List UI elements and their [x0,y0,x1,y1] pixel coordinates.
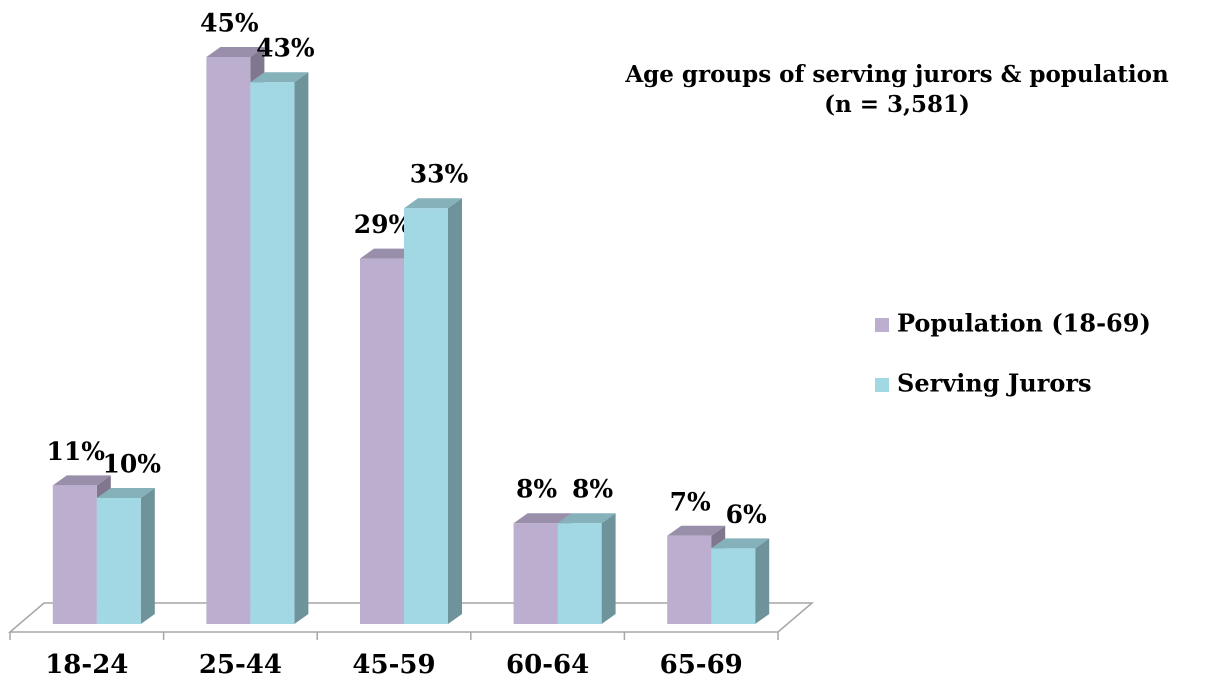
legend-label: Population (18-69) [897,309,1151,338]
legend-label: Serving Jurors [897,369,1092,398]
x-tick-label: 45-59 [352,650,435,680]
bar-top [52,475,111,486]
bar-front [250,82,295,624]
bar-side [601,513,616,624]
bar-top [206,47,265,57]
x-tick-label: 18-24 [45,650,128,680]
data-label: 8% [516,475,557,504]
bar-top [557,513,616,524]
bar [250,72,309,624]
bar-top [250,72,309,83]
bar [404,198,462,624]
chart-subtitle: (n = 3,581) [824,91,970,118]
bar-front [711,548,756,624]
bar-front [667,535,712,624]
bar-top [667,525,726,536]
data-label: 10% [103,450,162,479]
bar [96,488,155,624]
bar-front [557,523,602,624]
data-label: 11% [47,437,106,466]
bar-front [513,523,558,624]
x-tick-label: 65-69 [660,650,743,680]
bar-side [448,198,462,624]
x-tick-label: 25-44 [199,650,282,680]
bar-front [360,258,404,624]
bar [557,513,616,624]
data-label: 45% [200,9,259,38]
data-label: 8% [572,475,613,504]
bar-top [513,513,572,524]
legend-swatch [875,378,889,392]
bar-side [755,538,770,624]
bar-top [360,248,418,259]
data-label: 33% [410,160,469,189]
bar-front [52,485,97,624]
bar-top [404,198,462,209]
chart-title: Age groups of serving jurors & populatio… [624,61,1169,88]
bar-top [711,538,770,549]
bar-side [294,72,309,624]
bar-front [404,208,448,624]
bar [711,538,770,624]
bar-front [206,57,251,624]
data-label: 7% [670,487,711,516]
data-label: 29% [354,210,413,239]
bar-top [96,488,155,498]
bar-front [96,498,141,624]
legend-swatch [875,318,889,332]
bar-side [140,488,155,624]
data-label: 6% [726,500,767,529]
x-tick-label: 60-64 [506,650,589,680]
data-label: 43% [256,34,315,63]
